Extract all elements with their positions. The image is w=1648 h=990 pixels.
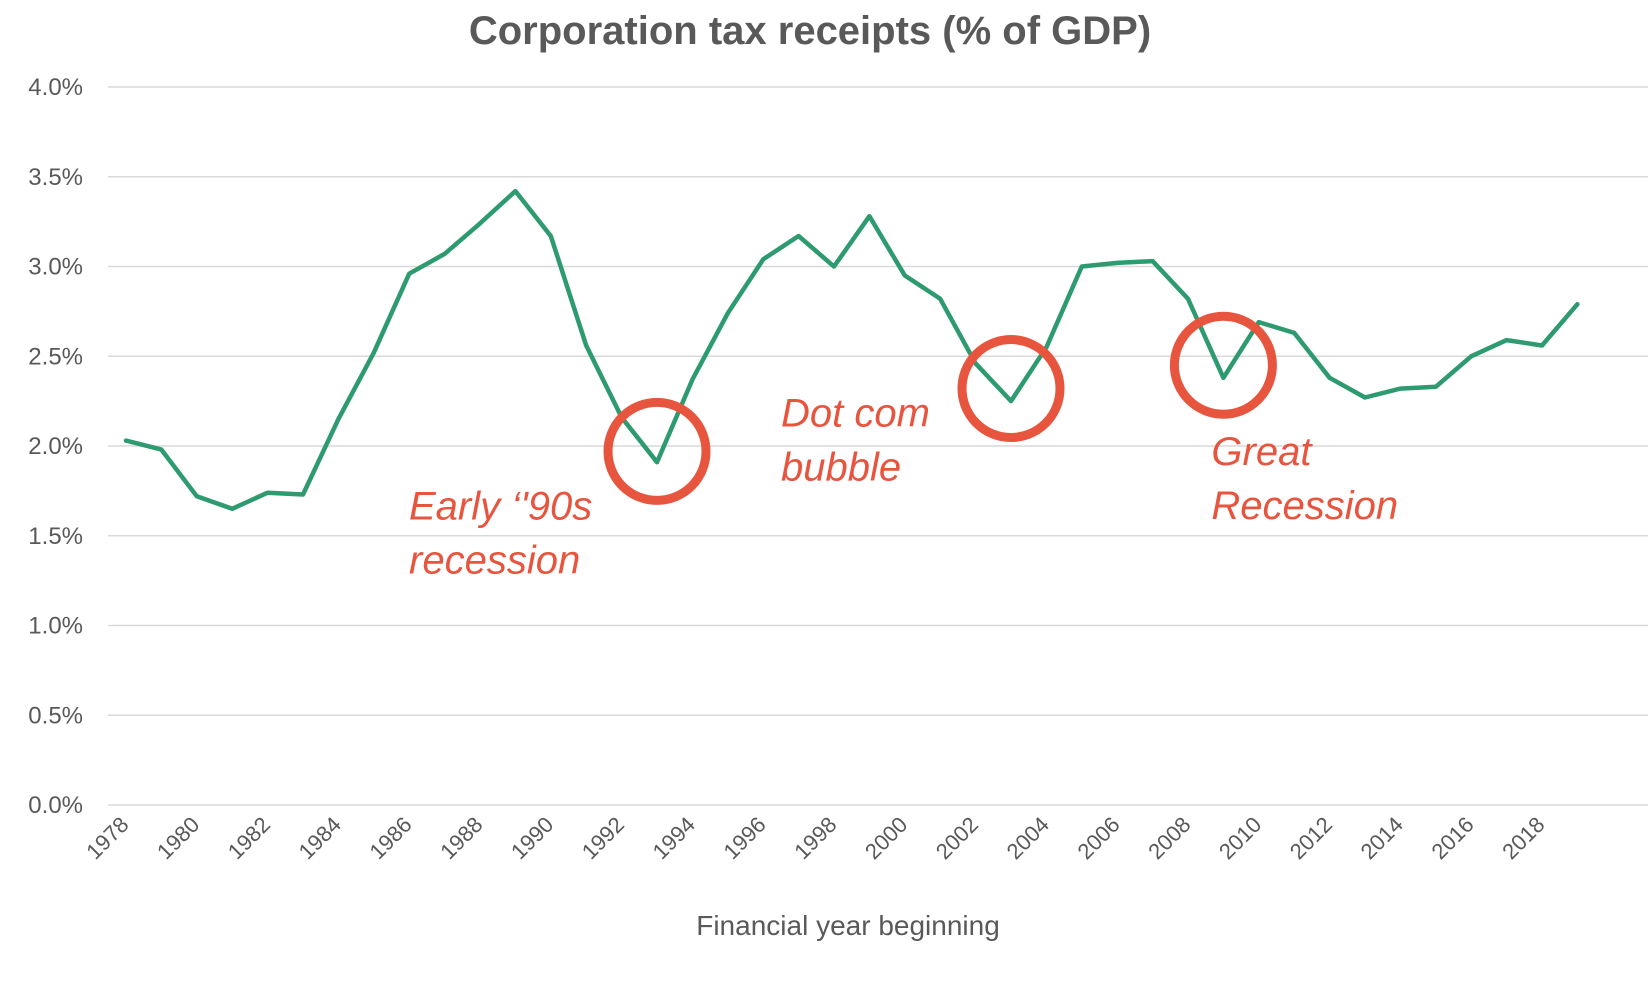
x-tick-label: 1980 [152, 812, 204, 864]
x-tick-label: 1998 [789, 812, 841, 864]
x-tick-label: 2000 [860, 812, 912, 864]
grid [108, 86, 1648, 806]
x-tick-label: 1996 [718, 812, 770, 864]
x-tick-label: 1984 [294, 812, 346, 864]
y-tick-label: 1.0% [28, 613, 83, 640]
x-tick-label: 2002 [931, 812, 983, 864]
y-tick-label: 1.5% [28, 523, 83, 550]
annotation-label: Great [1211, 430, 1313, 474]
x-tick-label: 2010 [1214, 812, 1266, 864]
series-line [123, 188, 1580, 512]
y-tick-label: 2.5% [28, 343, 83, 370]
y-tick-label: 2.0% [28, 433, 83, 460]
annotations: Early ‘'90s recession Dot com bubble Great Re… [409, 311, 1398, 582]
annotation-circle [957, 335, 1065, 443]
x-tick-label: 2004 [1002, 812, 1054, 864]
x-tick-label: 2006 [1072, 812, 1124, 864]
annotation-label: Dot com [781, 392, 930, 436]
x-axis-ticks: 1978 1980 1982 1984 1986 1988 1990 1992 1994 1996… [81, 812, 1549, 864]
x-tick-label: 2018 [1497, 812, 1549, 864]
y-tick-label: 0.0% [28, 792, 83, 819]
y-axis-ticks: 0.0% 0.5% 1.0% 1.5% 2.0% 2.5% 3.0% 3.5% 4.0% [28, 74, 83, 819]
x-tick-label: 1990 [506, 812, 558, 864]
x-tick-label: 1992 [577, 812, 629, 864]
annotation-label: recession [409, 538, 580, 582]
chart-title: Corporation tax receipts (% of GDP) [469, 9, 1151, 53]
annotation-circle [603, 397, 711, 505]
y-tick-label: 0.5% [28, 702, 83, 729]
x-tick-label: 1982 [223, 812, 275, 864]
x-tick-label: 1994 [648, 812, 700, 864]
x-axis-label: Financial year beginning [696, 910, 1000, 941]
x-tick-label: 1986 [364, 812, 416, 864]
annotation-circle [1169, 311, 1277, 419]
annotation-label: Recession [1211, 484, 1398, 528]
y-tick-label: 3.0% [28, 254, 83, 281]
x-tick-label: 2008 [1143, 812, 1195, 864]
x-tick-label: 1988 [435, 812, 487, 864]
x-tick-label: 2014 [1356, 812, 1408, 864]
y-tick-label: 4.0% [28, 74, 83, 101]
annotation-label: Early ‘'90s [409, 484, 592, 528]
x-tick-label: 2016 [1426, 812, 1478, 864]
x-tick-label: 2012 [1285, 812, 1337, 864]
x-tick-label: 1978 [81, 812, 133, 864]
annotation-label: bubble [781, 446, 901, 490]
series-layer [123, 188, 1580, 512]
y-tick-label: 3.5% [28, 164, 83, 191]
